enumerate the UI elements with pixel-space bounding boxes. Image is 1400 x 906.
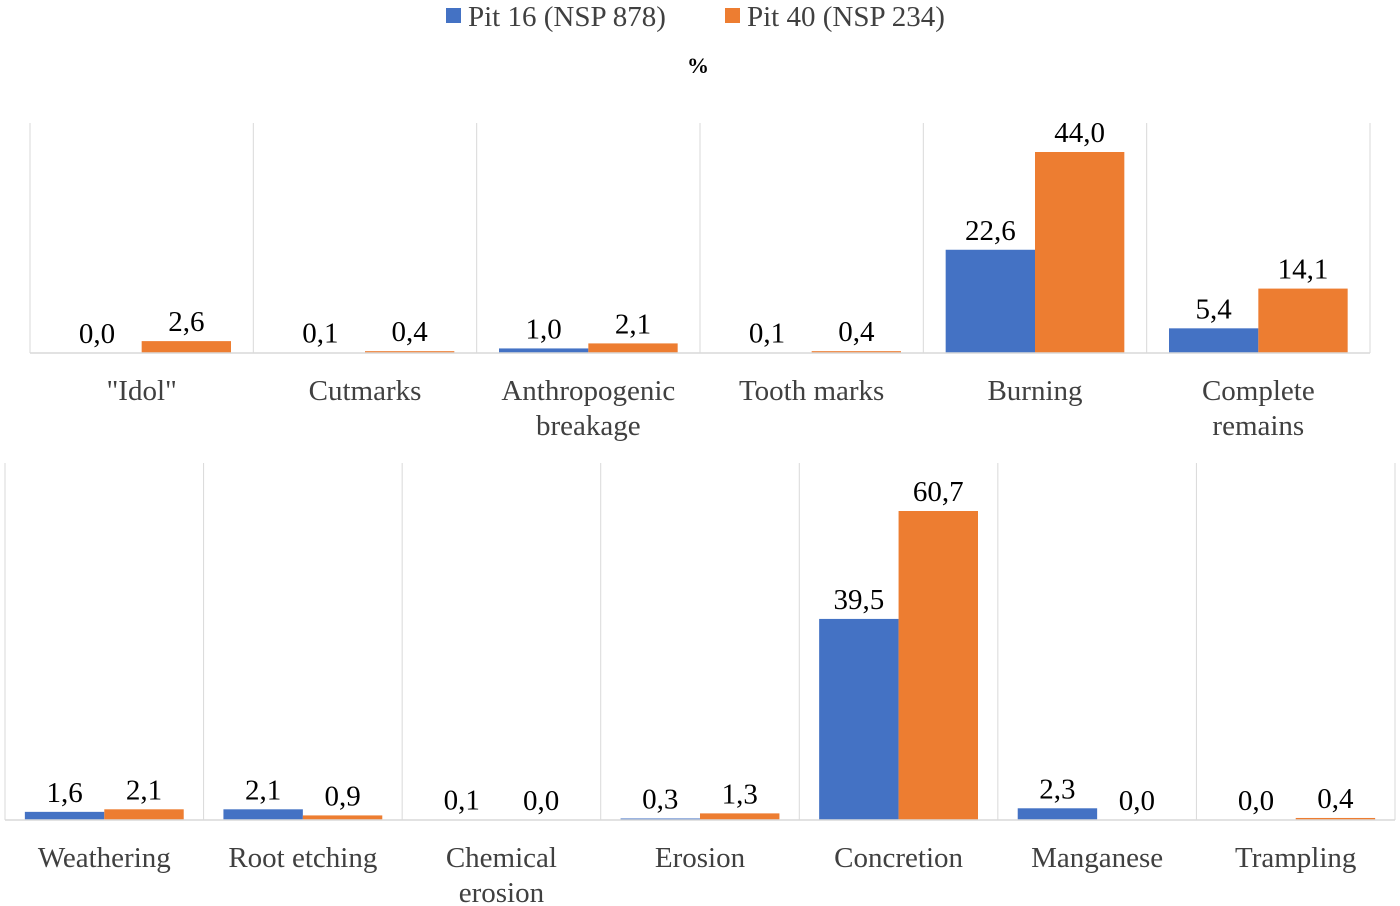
bar-trampling-pit40 xyxy=(1295,817,1376,820)
bar-idol-pit40 xyxy=(141,341,231,353)
data-label-erosion-pit16: 0,3 xyxy=(642,783,678,815)
legend: Pit 16 (NSP 878) Pit 40 (NSP 234) xyxy=(446,1,945,33)
data-label-root-etching-pit40: 0,9 xyxy=(324,780,360,812)
category-label-concretion: Concretion xyxy=(834,842,963,874)
category-label-complete-remains: Complete remains xyxy=(1202,375,1315,442)
legend-label-pit16: Pit 16 (NSP 878) xyxy=(468,1,666,33)
bar-manganese-pit16 xyxy=(1017,808,1098,820)
data-label-cutmarks-pit40: 0,4 xyxy=(392,316,429,348)
data-label-chemical-erosion-pit16: 0,1 xyxy=(444,784,480,816)
bar-complete-remains-pit40 xyxy=(1258,288,1348,353)
bar-cutmarks-pit40 xyxy=(365,351,455,353)
data-label-anthropogenic-breakage-pit16: 1,0 xyxy=(526,313,562,345)
data-label-complete-remains-pit16: 5,4 xyxy=(1196,293,1233,325)
bar-erosion-pit16 xyxy=(620,818,700,820)
bar-concretion-pit16 xyxy=(819,618,899,820)
bar-burning-pit40 xyxy=(1035,152,1125,353)
data-label-idol-pit40: 2,6 xyxy=(168,306,204,338)
data-label-manganese-pit16: 2,3 xyxy=(1039,773,1075,805)
data-label-trampling-pit16: 0,0 xyxy=(1238,785,1274,817)
bar-burning-pit16 xyxy=(945,249,1035,353)
bar-weathering-pit40 xyxy=(104,809,184,820)
data-label-burning-pit16: 22,6 xyxy=(965,215,1016,247)
data-label-concretion-pit16: 39,5 xyxy=(833,584,884,616)
category-label-root-etching: Root etching xyxy=(228,842,377,874)
bar-anthropogenic-breakage-pit16 xyxy=(499,348,589,353)
bar-tooth-marks-pit40 xyxy=(811,351,901,353)
bar-erosion-pit40 xyxy=(700,813,780,820)
data-label-anthropogenic-breakage-pit40: 2,1 xyxy=(615,308,651,340)
category-label-chemical-erosion: Chemical erosion xyxy=(446,842,557,906)
bar-complete-remains-pit16 xyxy=(1169,328,1259,353)
category-label-anthropogenic-breakage: Anthropogenic breakage xyxy=(501,375,675,442)
data-label-concretion-pit40: 60,7 xyxy=(913,476,964,508)
bar-root-etching-pit16 xyxy=(223,809,303,820)
legend-swatch-pit16 xyxy=(446,8,461,23)
data-label-chemical-erosion-pit40: 0,0 xyxy=(523,785,559,817)
y-axis-label: % xyxy=(687,53,709,78)
category-label-tooth-marks: Tooth marks xyxy=(739,375,884,407)
data-label-tooth-marks-pit40: 0,4 xyxy=(838,316,875,348)
category-label-trampling: Trampling xyxy=(1235,842,1356,874)
bar-anthropogenic-breakage-pit40 xyxy=(588,343,678,353)
data-label-trampling-pit40: 0,4 xyxy=(1317,783,1354,815)
category-label-idol: "Idol" xyxy=(106,375,176,407)
data-label-burning-pit40: 44,0 xyxy=(1054,117,1105,149)
bar-concretion-pit40 xyxy=(898,511,978,820)
category-label-weathering: Weathering xyxy=(38,842,171,874)
bar-root-etching-pit40 xyxy=(302,815,383,820)
chart-panel-top: 0,0 2,6 "Idol" 0,1 0,4 Cutmarks 1,0 2,1 Anthropo… xyxy=(29,117,1371,442)
data-label-manganese-pit40: 0,0 xyxy=(1119,785,1155,817)
data-label-weathering-pit40: 2,1 xyxy=(126,774,162,806)
data-label-tooth-marks-pit16: 0,1 xyxy=(749,318,785,350)
data-label-root-etching-pit16: 2,1 xyxy=(245,774,281,806)
legend-swatch-pit40 xyxy=(725,8,740,23)
bar-weathering-pit16 xyxy=(24,811,105,820)
category-label-manganese: Manganese xyxy=(1031,842,1163,874)
legend-label-pit40: Pit 40 (NSP 234) xyxy=(747,1,945,33)
data-label-complete-remains-pit40: 14,1 xyxy=(1278,254,1329,286)
category-label-cutmarks: Cutmarks xyxy=(309,375,422,407)
data-label-idol-pit16: 0,0 xyxy=(79,318,115,350)
data-label-erosion-pit40: 1,3 xyxy=(722,778,758,810)
category-label-burning: Burning xyxy=(987,375,1082,407)
category-label-erosion: Erosion xyxy=(655,842,746,874)
data-label-weathering-pit16: 1,6 xyxy=(46,777,82,809)
data-label-cutmarks-pit16: 0,1 xyxy=(302,318,338,350)
chart-panel-bottom: 1,6 2,1 Weathering 2,1 0,9 Root etching 0,1 0,0… xyxy=(4,463,1396,906)
